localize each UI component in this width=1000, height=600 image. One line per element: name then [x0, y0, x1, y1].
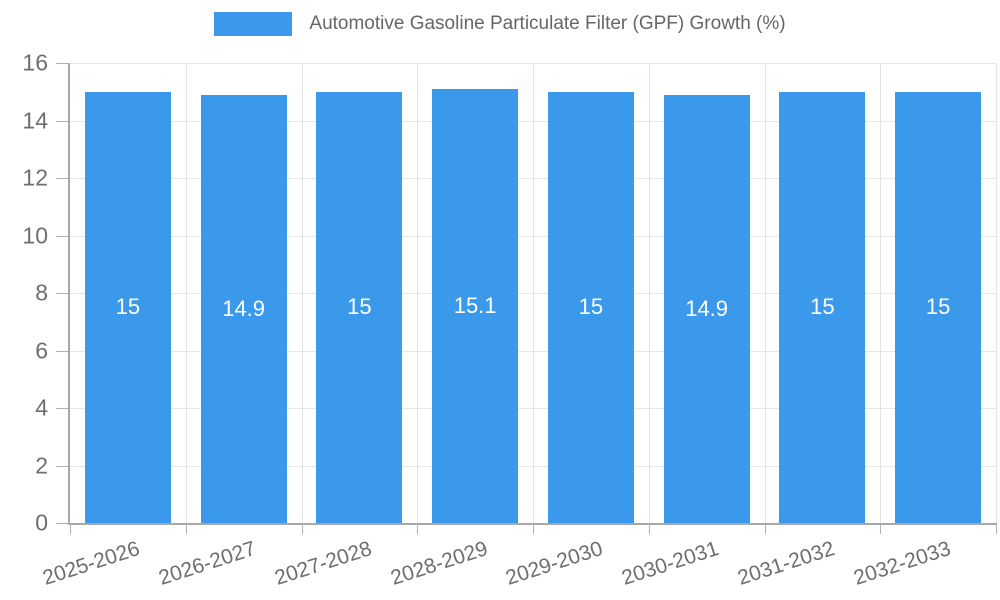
x-axis-label: 2031-2032 [734, 537, 838, 590]
y-tick-mark [56, 63, 68, 64]
y-axis-label: 2 [35, 452, 48, 478]
y-axis-label: 4 [35, 394, 48, 421]
x-tick-mark [417, 523, 419, 534]
x-gridline [648, 63, 650, 523]
bar: 15.1 [432, 88, 519, 523]
y-tick-mark [56, 523, 68, 524]
y-axis-label: 14 [22, 107, 48, 133]
y-tick-mark [56, 293, 68, 294]
bar-value-label: 15.1 [453, 292, 497, 318]
bar: 15 [547, 91, 634, 523]
y-axis-label: 6 [35, 337, 48, 363]
y-tick-mark [56, 465, 68, 467]
x-gridline [185, 63, 187, 523]
bar-value-label: 15 [578, 294, 604, 320]
x-tick-mark [996, 523, 997, 534]
bar: 14.9 [200, 94, 287, 523]
x-tick-mark [648, 523, 650, 534]
x-tick-mark [764, 523, 766, 534]
y-axis-label: 12 [22, 164, 48, 191]
plot-area: 0 2 4 6 8 10 12 14 16 15 14.9 15 15.1 15 14.9 15 15 2025-… [22, 51, 997, 590]
x-axis-label: 2029-2030 [503, 537, 606, 590]
bar: 15 [84, 91, 171, 523]
x-tick-mark [533, 523, 534, 534]
y-tick-mark [56, 350, 68, 352]
legend-swatch [214, 12, 293, 36]
bar-value-label: 15 [925, 294, 951, 320]
bar-value-label: 15 [347, 294, 372, 320]
x-tick-mark [880, 523, 882, 534]
x-gridline [417, 63, 419, 523]
y-tick-mark [56, 120, 68, 122]
legend-label: Automotive Gasoline Particulate Filter (… [309, 13, 786, 34]
x-gridline [301, 63, 303, 523]
y-tick-mark [56, 408, 68, 409]
x-gridline [996, 63, 997, 523]
x-tick-mark [185, 523, 187, 534]
bar-value-label: 15 [810, 294, 835, 320]
bar: 15 [779, 91, 866, 523]
bar: 15 [316, 91, 403, 523]
chart-legend[interactable]: Automotive Gasoline Particulate Filter (… [0, 12, 1000, 36]
bar-value-label: 14.9 [685, 295, 729, 321]
x-axis-label: 2026-2027 [156, 537, 259, 590]
x-gridline [880, 63, 882, 523]
y-axis-label: 16 [22, 49, 48, 76]
x-axis-label: 2032-2033 [850, 537, 954, 590]
bar-value-label: 14.9 [222, 295, 266, 321]
y-axis-label: 0 [35, 509, 48, 536]
x-axis-label: 2028-2029 [387, 537, 491, 590]
y-tick-mark [56, 178, 68, 179]
bar: 15 [895, 91, 982, 523]
y-axis-label: 10 [22, 222, 48, 248]
bar-value-label: 15 [115, 294, 141, 320]
bar: 14.9 [663, 94, 750, 523]
x-axis-label: 2030-2031 [619, 537, 722, 590]
x-gridline [764, 63, 766, 523]
x-axis-label: 2027-2028 [271, 537, 375, 590]
x-tick-mark [70, 523, 71, 534]
y-axis-label: 8 [35, 279, 48, 306]
x-axis-label: 2025-2026 [40, 537, 143, 590]
y-tick-mark [56, 235, 68, 237]
x-tick-mark [301, 523, 303, 534]
x-gridline [533, 63, 534, 523]
